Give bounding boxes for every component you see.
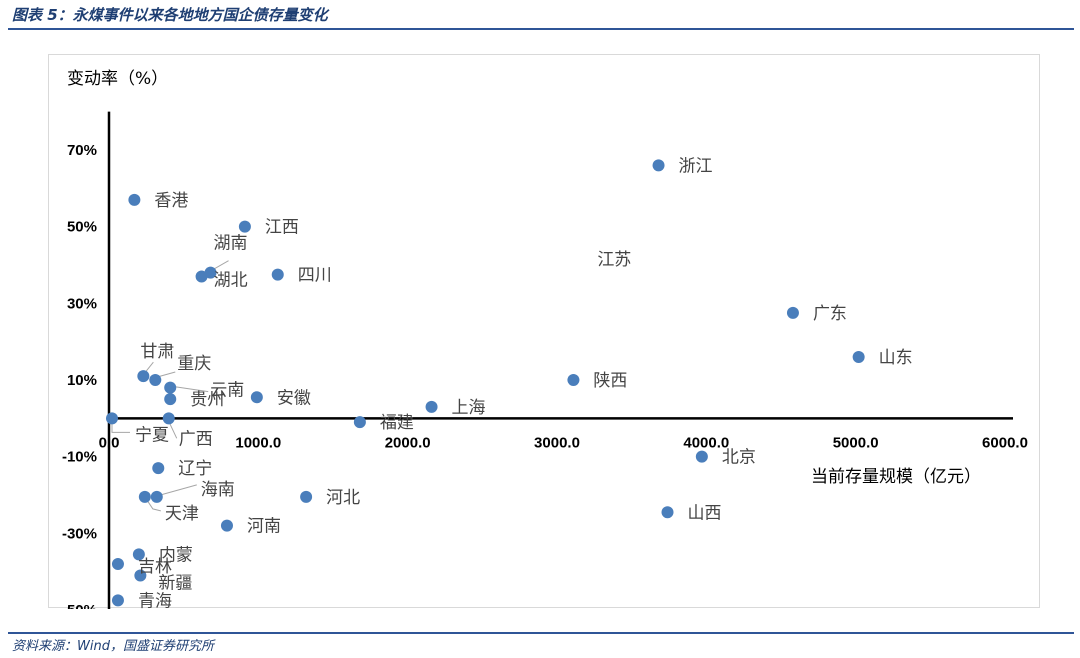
point-label: 江西	[265, 218, 299, 238]
y-tick-label: -10%	[62, 449, 97, 466]
x-tick-label: 3000.0	[534, 434, 580, 451]
leader-line	[144, 361, 154, 373]
point-label: 上海	[452, 398, 486, 418]
point-label: 江苏	[597, 250, 631, 270]
x-tick-label: 4000.0	[683, 434, 729, 451]
leader-line	[146, 499, 161, 512]
y-tick-label: 50%	[67, 219, 97, 236]
data-point	[134, 569, 147, 582]
point-label: 河北	[326, 488, 360, 508]
point-label: 重庆	[177, 354, 211, 374]
point-label: 新疆	[158, 574, 192, 594]
data-point	[128, 193, 141, 206]
point-label: 内蒙	[159, 545, 193, 565]
leader-line	[160, 484, 197, 496]
leader-line	[174, 386, 209, 393]
y-tick-label: 10%	[67, 372, 97, 389]
tick-labels: 70% 50% 30% 10% -10% -30% -50% 0.0 1000.0 2000.0 3…	[62, 142, 1028, 609]
data-point	[204, 266, 217, 279]
data-point	[162, 412, 175, 425]
data-point	[149, 374, 162, 386]
point-label: 青海	[138, 591, 172, 609]
leader-line	[157, 371, 176, 378]
point-label: 浙江	[679, 156, 713, 176]
point-label: 山西	[688, 503, 722, 523]
title-divider	[8, 28, 1074, 30]
point-label: 贵州	[190, 390, 224, 410]
point-label: 福建	[380, 413, 414, 433]
data-point	[353, 416, 366, 429]
data-point	[652, 159, 665, 172]
data-point	[786, 306, 799, 319]
data-point	[152, 462, 165, 475]
point-label: 天津	[165, 504, 199, 524]
x-tick-label: 1000.0	[235, 434, 281, 451]
data-point	[271, 268, 284, 281]
data-point	[661, 506, 674, 519]
point-label: 辽宁	[178, 459, 212, 479]
data-point	[567, 374, 580, 386]
chart-area: 70% 50% 30% 10% -10% -30% -50% 0.0 1000.0 2000.0 3…	[48, 54, 1040, 609]
x-tick-label: 6000.0	[982, 434, 1028, 451]
data-point	[164, 393, 177, 406]
point-label: 安徽	[277, 388, 311, 408]
data-point	[695, 450, 708, 463]
point-label: 宁夏	[135, 425, 169, 445]
point-label: 吉林	[138, 557, 172, 577]
x-tick-label: 2000.0	[385, 434, 431, 451]
point-label: 山东	[879, 348, 913, 368]
point-label: 湖南	[214, 234, 248, 254]
data-points	[105, 159, 865, 607]
data-point	[220, 519, 233, 532]
y-tick-label: -30%	[62, 525, 97, 542]
data-point	[150, 490, 163, 503]
leader-line	[111, 421, 130, 433]
source-divider	[8, 632, 1074, 634]
point-label: 北京	[722, 448, 756, 468]
scatter-chart: 70% 50% 30% 10% -10% -30% -50% 0.0 1000.0 2000.0 3…	[62, 69, 1028, 609]
data-point	[137, 370, 150, 383]
point-label: 河南	[247, 517, 281, 537]
y-tick-label: 70%	[67, 142, 97, 159]
data-point	[250, 391, 263, 404]
x-tick-label: 0.0	[99, 434, 120, 451]
data-point	[132, 548, 145, 561]
source-note: 资料来源：Wind，国盛证券研究所	[12, 639, 214, 654]
point-label: 甘肃	[140, 342, 174, 362]
data-point	[852, 351, 865, 363]
y-tick-label: -50%	[62, 602, 97, 609]
data-point	[195, 270, 208, 283]
data-point	[238, 220, 251, 233]
point-label: 四川	[298, 266, 332, 286]
x-tick-label: 5000.0	[833, 434, 879, 451]
point-label: 广东	[813, 304, 847, 324]
y-tick-label: 30%	[67, 295, 97, 312]
data-point	[164, 381, 177, 394]
point-label: 广西	[179, 429, 213, 449]
data-point	[111, 594, 124, 607]
y-axis-label: 变动率（%）	[67, 69, 168, 89]
point-label: 香港	[154, 191, 188, 211]
point-labels: 浙江香港江西湖南湖北 四川 江苏广东山东 甘肃重庆云南贵州 陕西安徽上海福建宁夏 广西北京…	[135, 156, 913, 609]
data-point	[425, 400, 438, 413]
data-point	[111, 558, 124, 570]
point-label: 云南	[210, 381, 244, 401]
x-axis-label: 当前存量规模（亿元）	[811, 467, 981, 487]
point-label: 湖北	[214, 271, 248, 291]
data-point	[138, 490, 151, 503]
point-label: 陕西	[593, 371, 627, 391]
axes	[107, 111, 1013, 609]
data-point	[105, 412, 118, 425]
leader-line	[214, 260, 229, 270]
data-point	[300, 490, 313, 503]
figure-title: 图表 5：永煤事件以来各地地方国企债存量变化	[12, 6, 328, 24]
point-label: 海南	[201, 480, 235, 500]
